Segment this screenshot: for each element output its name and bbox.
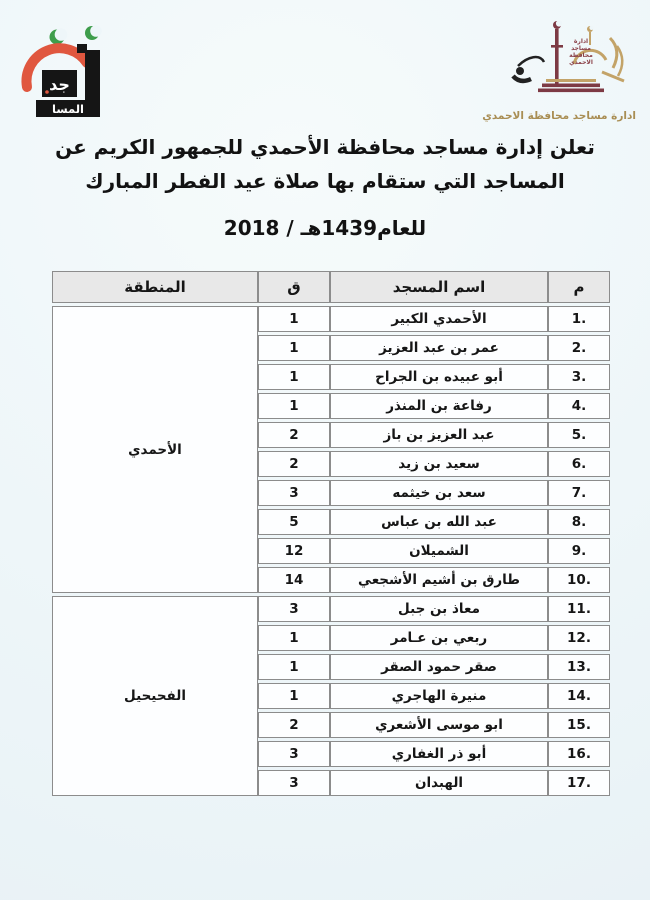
- administration-emblem: ادارة مساجد محافظة الاحمدي ادارة مساجد م…: [482, 18, 636, 122]
- count-cell: 3: [258, 480, 330, 506]
- index-cell: 4.: [548, 393, 610, 419]
- index-cell: 17.: [548, 770, 610, 796]
- header-mosque-name: اسم المسجد: [330, 271, 548, 303]
- mosque-name-cell: الشميلان: [330, 538, 548, 564]
- kufic-logo-graphic: جد المسا: [21, 25, 102, 117]
- header-count: ق: [258, 271, 330, 303]
- mosque-name-cell: سعد بن خيثمه: [330, 480, 548, 506]
- mosques-table: م اسم المسجد ق المنطقة 1. الأحمدي الكبير 1…: [52, 268, 610, 799]
- index-cell: 1.: [548, 306, 610, 332]
- emblem-word: الاحمدي: [569, 59, 593, 66]
- index-cell: 8.: [548, 509, 610, 535]
- count-cell: 3: [258, 596, 330, 622]
- index-cell: 11.: [548, 596, 610, 622]
- table-row: 4. رفاعة بن المنذر 1: [52, 393, 610, 419]
- mosque-name-cell: ابو موسى الأشعري: [330, 712, 548, 738]
- count-cell: 1: [258, 625, 330, 651]
- table-header-row: م اسم المسجد ق المنطقة: [52, 271, 610, 303]
- count-cell: 5: [258, 509, 330, 535]
- index-cell: 12.: [548, 625, 610, 651]
- index-cell: 14.: [548, 683, 610, 709]
- count-cell: 2: [258, 451, 330, 477]
- count-cell: 3: [258, 770, 330, 796]
- index-cell: 15.: [548, 712, 610, 738]
- mosque-name-cell: صقر حمود الصقر: [330, 654, 548, 680]
- mosque-name-cell: ربعي بن عـامر: [330, 625, 548, 651]
- table-row: 17. الهبدان 3: [52, 770, 610, 796]
- pen-icon: [517, 55, 546, 67]
- kufic-top-word: جد: [49, 75, 70, 94]
- index-cell: 3.: [548, 364, 610, 390]
- emblem-caption: ادارة مساجد محافظة الاحمدي: [482, 110, 636, 122]
- count-cell: 1: [258, 364, 330, 390]
- dome-arc: [21, 43, 92, 92]
- minaret: [555, 29, 559, 87]
- table-row: 9. الشميلان 12: [52, 538, 610, 564]
- index-cell: 5.: [548, 422, 610, 448]
- count-cell: 3: [258, 741, 330, 767]
- index-cell: 16.: [548, 741, 610, 767]
- title-line-2: المساجد التي ستقام بها صلاة عيد الفطر ال…: [85, 169, 565, 193]
- count-cell: 1: [258, 683, 330, 709]
- title-line-1: تعلن إدارة مساجد محافظة الأحمدي للجمهور …: [55, 135, 595, 159]
- index-cell: 9.: [548, 538, 610, 564]
- count-cell: 2: [258, 422, 330, 448]
- emblem-graphic: ادارة مساجد محافظة الاحمدي: [511, 20, 625, 93]
- table-row: 13. صقر حمود الصقر 1: [52, 654, 610, 680]
- region-cell: الفحيحيل: [52, 596, 258, 796]
- mosque-name-cell: الأحمدي الكبير: [330, 306, 548, 332]
- mosque-name-cell: منيرة الهاجري: [330, 683, 548, 709]
- table-row: 3. أبو عبيده بن الجراح 1: [52, 364, 610, 390]
- index-cell: 7.: [548, 480, 610, 506]
- index-cell: 2.: [548, 335, 610, 361]
- announcement-title: تعلن إدارة مساجد محافظة الأحمدي للجمهور …: [0, 130, 650, 245]
- mosque-name-cell: معاذ بن جبل: [330, 596, 548, 622]
- dome: [572, 48, 608, 65]
- count-cell: 1: [258, 335, 330, 361]
- count-cell: 1: [258, 393, 330, 419]
- header-region: المنطقة: [52, 271, 258, 303]
- emblem-word: محافظة: [569, 52, 593, 59]
- index-cell: 6.: [548, 451, 610, 477]
- mosque-name-cell: عبد الله بن عباس: [330, 509, 548, 535]
- table-row: 2. عمر بن عبد العزيز 1: [52, 335, 610, 361]
- table-row: 8. عبد الله بن عباس 5: [52, 509, 610, 535]
- mosque-name-cell: أبو ذر الغفاري: [330, 741, 548, 767]
- emblem-word: مساجد: [571, 45, 591, 52]
- count-cell: 2: [258, 712, 330, 738]
- kufic-logo: جد المسا: [16, 22, 112, 122]
- table-row: 15. ابو موسى الأشعري 2: [52, 712, 610, 738]
- count-cell: 12: [258, 538, 330, 564]
- mosque-name-cell: عبد العزيز بن باز: [330, 422, 548, 448]
- mosque-name-cell: عمر بن عبد العزيز: [330, 335, 548, 361]
- table-row: 12. ربعي بن عـامر 1: [52, 625, 610, 651]
- count-cell: 1: [258, 654, 330, 680]
- table-row: 16. أبو ذر الغفاري 3: [52, 741, 610, 767]
- mosque-name-cell: سعيد بن زيد: [330, 451, 548, 477]
- emblem-word: ادارة: [574, 38, 588, 45]
- mosque-name-cell: رفاعة بن المنذر: [330, 393, 548, 419]
- table-row: 1. الأحمدي الكبير 1 الأحمدي: [52, 306, 610, 593]
- table-row: 5. عبد العزيز بن باز 2: [52, 422, 610, 448]
- mosque-name-cell: الهبدان: [330, 770, 548, 796]
- region-cell: الأحمدي: [52, 306, 258, 593]
- table-row: 10. طارق بن أشيم الأشجعي 14: [52, 567, 610, 593]
- index-cell: 10.: [548, 567, 610, 593]
- header-index: م: [548, 271, 610, 303]
- table-row: 7. سعد بن خيثمه 3: [52, 480, 610, 506]
- kufic-bottom-word: المسا: [52, 102, 84, 116]
- mosque-table-body: 1. الأحمدي الكبير 1 الأحمدي 2. عمر بن عبد الع…: [52, 306, 610, 796]
- count-cell: 1: [258, 306, 330, 332]
- table-row: 11. معاذ بن جبل 3 الفحيحيل: [52, 596, 610, 796]
- mosque-name-cell: طارق بن أشيم الأشجعي: [330, 567, 548, 593]
- title-line-3: للعام1439هـ / 2018: [223, 216, 427, 240]
- index-cell: 13.: [548, 654, 610, 680]
- table-row: 14. منيرة الهاجري 1: [52, 683, 610, 709]
- mosque-name-cell: أبو عبيده بن الجراح: [330, 364, 548, 390]
- count-cell: 14: [258, 567, 330, 593]
- table-row: 6. سعيد بن زيد 2: [52, 451, 610, 477]
